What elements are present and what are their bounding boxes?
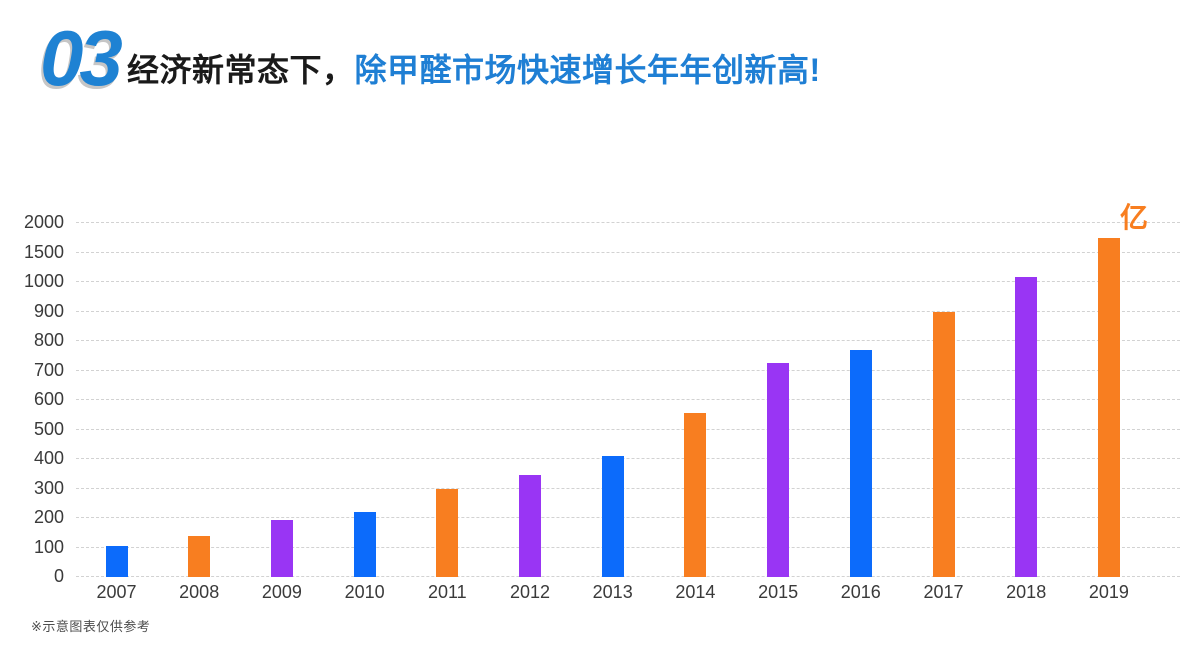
y-tick-label-600: 600 <box>33 389 64 409</box>
y-tick-label-2000: 2000 <box>23 212 64 232</box>
gridline-400 <box>76 458 1180 459</box>
x-tick-label-2015: 2015 <box>758 582 799 602</box>
x-tick-label-2018: 2018 <box>1006 582 1047 602</box>
bar-2019 <box>1097 237 1120 577</box>
bar-2010 <box>353 512 376 577</box>
plot-area <box>76 222 1180 577</box>
y-tick-label-400: 400 <box>33 448 64 468</box>
bar-2018 <box>1015 277 1038 577</box>
gridline-100 <box>76 546 1180 548</box>
y-tick-label-1500: 1500 <box>23 241 64 262</box>
section-number: 03 <box>40 14 123 102</box>
gridline-1500 <box>76 251 1180 253</box>
x-tick-label-2007: 2007 <box>96 582 137 602</box>
y-tick-label-100: 100 <box>33 536 64 557</box>
x-tick-label-2009: 2009 <box>261 582 302 602</box>
gridline-0 <box>76 576 1180 577</box>
x-tick-label-2014: 2014 <box>675 582 716 602</box>
x-tick-label-2017: 2017 <box>923 582 964 602</box>
gridline-2000 <box>76 222 1180 223</box>
bar-2007 <box>105 546 128 577</box>
bar-2011 <box>436 488 459 577</box>
gridline-700 <box>76 369 1180 371</box>
y-tick-label-800: 800 <box>33 330 64 350</box>
x-tick-label-2016: 2016 <box>840 582 881 602</box>
x-tick-label-2008: 2008 <box>179 582 220 602</box>
page-title-blue: 除甲醛市场快速增长年年创新高! <box>354 52 821 88</box>
bar-2014 <box>684 413 707 577</box>
x-tick-label-2013: 2013 <box>592 582 633 602</box>
x-tick-label-2011: 2011 <box>427 582 467 602</box>
gridline-200 <box>76 517 1180 518</box>
y-tick-label-700: 700 <box>33 359 64 380</box>
y-tick-label-1000: 1000 <box>23 271 64 291</box>
bar-2017 <box>932 311 955 577</box>
y-tick-label-200: 200 <box>33 507 64 527</box>
y-tick-label-500: 500 <box>33 418 64 439</box>
x-tick-label-2010: 2010 <box>344 582 385 602</box>
gridline-500 <box>76 428 1180 430</box>
bar-2013 <box>601 456 624 577</box>
bar-2009 <box>270 519 293 577</box>
y-tick-label-300: 300 <box>33 477 64 498</box>
gridline-1000 <box>76 281 1180 282</box>
bar-2012 <box>519 475 541 577</box>
bar-2008 <box>188 535 211 577</box>
y-tick-label-900: 900 <box>33 300 64 321</box>
footnote: ※示意图表仅供参考 <box>31 619 151 634</box>
page-title: 经济新常态下，除甲醛市场快速增长年年创新高! <box>127 50 821 90</box>
gridline-900 <box>76 310 1180 312</box>
x-tick-label-2012: 2012 <box>509 582 551 602</box>
gridline-800 <box>76 340 1180 341</box>
x-tick-label-2019: 2019 <box>1088 582 1129 602</box>
y-tick-label-0: 0 <box>53 566 64 586</box>
page-title-black: 经济新常态下， <box>127 52 355 88</box>
bar-2015 <box>767 363 790 577</box>
unit-label: 亿 <box>1120 202 1149 233</box>
bar-2016 <box>849 349 872 577</box>
gridline-300 <box>76 487 1180 489</box>
gridline-600 <box>76 399 1180 400</box>
